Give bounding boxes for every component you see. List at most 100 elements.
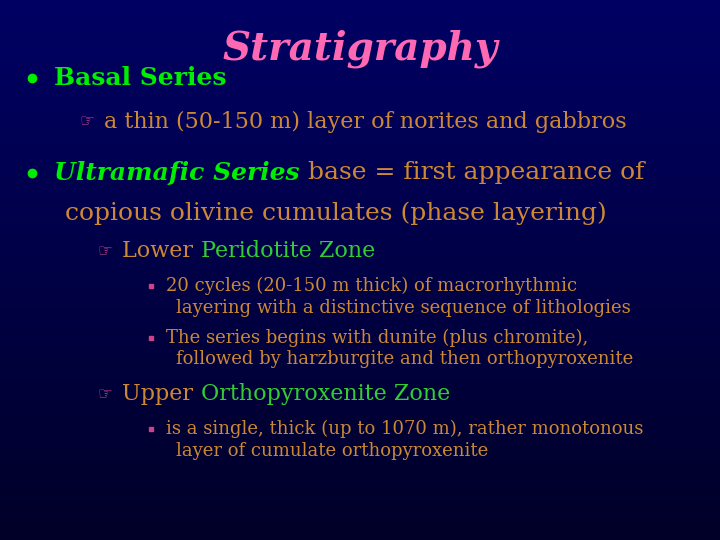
Bar bbox=[0, 278, 720, 281]
Bar bbox=[0, 448, 720, 451]
Bar bbox=[0, 394, 720, 397]
Bar bbox=[0, 367, 720, 370]
Bar bbox=[0, 383, 720, 386]
Bar bbox=[0, 316, 720, 319]
Bar bbox=[0, 3, 720, 5]
Bar bbox=[0, 14, 720, 16]
Bar bbox=[0, 146, 720, 148]
Bar bbox=[0, 0, 720, 3]
Bar bbox=[0, 24, 720, 27]
Text: ☞: ☞ bbox=[97, 385, 112, 403]
Text: Peridotite Zone: Peridotite Zone bbox=[201, 240, 375, 262]
Bar bbox=[0, 235, 720, 238]
Bar bbox=[0, 327, 720, 329]
Bar bbox=[0, 116, 720, 119]
Bar bbox=[0, 92, 720, 94]
Bar bbox=[0, 470, 720, 472]
Text: a thin (50-150 m) layer of norites and gabbros: a thin (50-150 m) layer of norites and g… bbox=[104, 111, 627, 132]
Bar bbox=[0, 508, 720, 510]
Text: is a single, thick (up to 1070 m), rather monotonous: is a single, thick (up to 1070 m), rathe… bbox=[166, 420, 643, 438]
Bar bbox=[0, 57, 720, 59]
Bar bbox=[0, 483, 720, 486]
Bar bbox=[0, 97, 720, 100]
Bar bbox=[0, 443, 720, 445]
Bar bbox=[0, 435, 720, 437]
Bar bbox=[0, 297, 720, 300]
Bar bbox=[0, 170, 720, 173]
Bar bbox=[0, 532, 720, 535]
Bar bbox=[0, 238, 720, 240]
Bar bbox=[0, 216, 720, 219]
Bar bbox=[0, 11, 720, 14]
Bar bbox=[0, 305, 720, 308]
Bar bbox=[0, 286, 720, 289]
Bar bbox=[0, 413, 720, 416]
Bar bbox=[0, 178, 720, 181]
Bar bbox=[0, 346, 720, 348]
Bar bbox=[0, 521, 720, 524]
Bar bbox=[0, 154, 720, 157]
Bar bbox=[0, 416, 720, 418]
Bar bbox=[0, 243, 720, 246]
Bar bbox=[0, 197, 720, 200]
Bar bbox=[0, 375, 720, 378]
Bar bbox=[0, 157, 720, 159]
Bar bbox=[0, 167, 720, 170]
Bar bbox=[0, 122, 720, 124]
Bar bbox=[0, 500, 720, 502]
Bar bbox=[0, 132, 720, 135]
Bar bbox=[0, 213, 720, 216]
Bar bbox=[0, 189, 720, 192]
Bar bbox=[0, 135, 720, 138]
Bar bbox=[0, 294, 720, 297]
Bar bbox=[0, 456, 720, 459]
Bar bbox=[0, 513, 720, 516]
Bar bbox=[0, 518, 720, 521]
Bar bbox=[0, 65, 720, 68]
Bar bbox=[0, 302, 720, 305]
Bar bbox=[0, 254, 720, 256]
Bar bbox=[0, 130, 720, 132]
Bar bbox=[0, 165, 720, 167]
Bar bbox=[0, 300, 720, 302]
Text: The series begins with dunite (plus chromite),: The series begins with dunite (plus chro… bbox=[166, 328, 588, 347]
Bar bbox=[0, 373, 720, 375]
Bar bbox=[0, 462, 720, 464]
Bar bbox=[0, 19, 720, 22]
Bar bbox=[0, 108, 720, 111]
Bar bbox=[0, 16, 720, 19]
Bar bbox=[0, 378, 720, 381]
Bar bbox=[0, 467, 720, 470]
Bar bbox=[0, 211, 720, 213]
Bar bbox=[0, 489, 720, 491]
Bar bbox=[0, 208, 720, 211]
Bar bbox=[0, 510, 720, 513]
Text: Upper: Upper bbox=[122, 383, 201, 405]
Bar bbox=[0, 524, 720, 526]
Bar bbox=[0, 43, 720, 46]
Bar bbox=[0, 105, 720, 108]
Bar bbox=[0, 221, 720, 224]
Bar bbox=[0, 392, 720, 394]
Bar bbox=[0, 340, 720, 343]
Bar bbox=[0, 516, 720, 518]
Bar bbox=[0, 332, 720, 335]
Bar bbox=[0, 408, 720, 410]
Bar bbox=[0, 364, 720, 367]
Bar bbox=[0, 138, 720, 140]
Text: 20 cycles (20-150 m thick) of macrorhythmic: 20 cycles (20-150 m thick) of macrorhyth… bbox=[166, 277, 577, 295]
Bar bbox=[0, 32, 720, 35]
Bar bbox=[0, 429, 720, 432]
Bar bbox=[0, 432, 720, 435]
Text: ☞: ☞ bbox=[97, 242, 112, 260]
Bar bbox=[0, 46, 720, 49]
Bar bbox=[0, 176, 720, 178]
Bar bbox=[0, 94, 720, 97]
Bar bbox=[0, 192, 720, 194]
Bar bbox=[0, 148, 720, 151]
Text: Lower: Lower bbox=[122, 240, 201, 262]
Bar bbox=[0, 486, 720, 489]
Bar bbox=[0, 54, 720, 57]
Bar bbox=[0, 270, 720, 273]
Text: Stratigraphy: Stratigraphy bbox=[222, 30, 498, 68]
